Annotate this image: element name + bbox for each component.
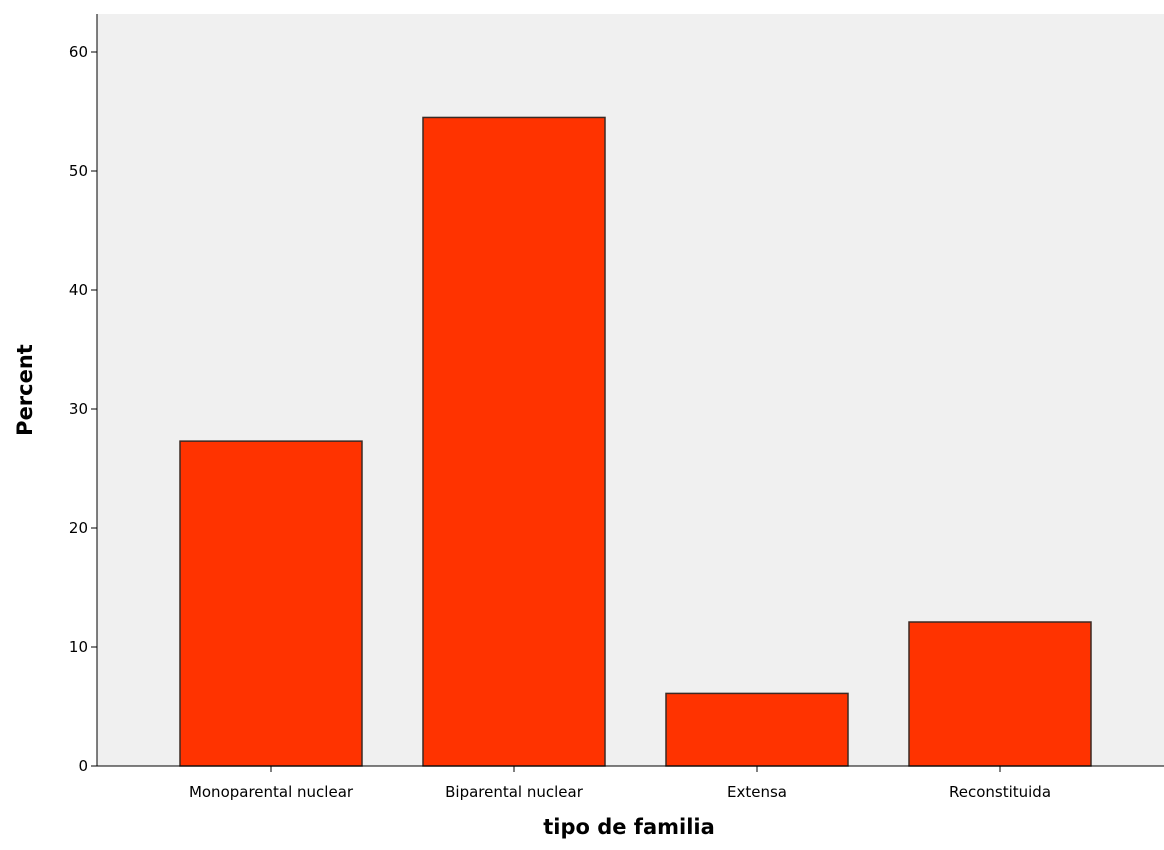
bar-reconstituida: [908, 621, 1092, 767]
y-tick-label: 20: [69, 519, 88, 537]
y-tick-label: 30: [69, 400, 88, 418]
x-tick-label: Monoparental nuclear: [189, 783, 354, 801]
x-tick-label: Extensa: [727, 783, 787, 801]
y-axis-ticks: 0 10 20 30 40 50 60: [69, 43, 97, 775]
y-tick-label: 50: [69, 162, 88, 180]
bars: [179, 116, 1092, 767]
y-tick-label: 10: [69, 638, 88, 656]
x-axis-title: tipo de familia: [543, 815, 715, 839]
x-tick-label: Reconstituida: [949, 783, 1051, 801]
x-axis-ticks: Monoparental nuclear Biparental nuclear Ex…: [189, 766, 1051, 801]
y-tick-label: 0: [78, 757, 88, 775]
y-axis-title: Percent: [13, 344, 37, 436]
y-tick-label: 60: [69, 43, 88, 61]
y-tick-label: 40: [69, 281, 88, 299]
bar-extensa: [665, 692, 849, 767]
bar-monoparental-nuclear: [179, 440, 363, 767]
bar-biparental-nuclear: [422, 116, 606, 767]
x-tick-label: Biparental nuclear: [445, 783, 584, 801]
